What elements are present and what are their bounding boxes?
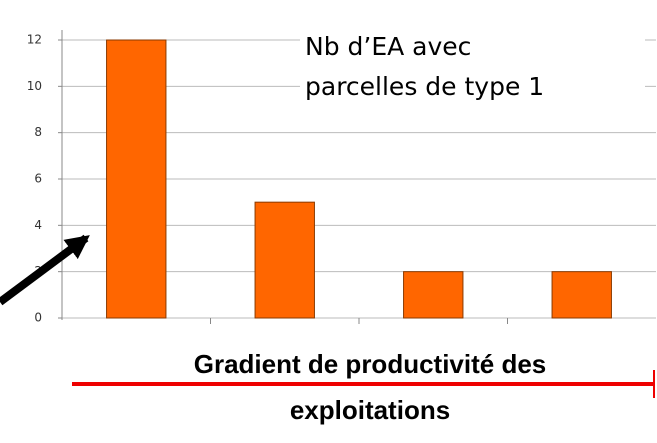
y-tick-label: 10 <box>27 79 42 93</box>
y-tick-label: 8 <box>34 125 42 139</box>
y-tick-label: 0 <box>34 311 42 325</box>
x-axis-label: Gradient de productivité des <box>194 349 547 379</box>
y-tick-label: 6 <box>34 172 42 186</box>
annotation: parcelles de type 1 <box>305 72 544 101</box>
pointer-arrow <box>0 234 90 306</box>
y-tick-label: 4 <box>34 218 42 232</box>
y-tick-label: 12 <box>27 33 42 47</box>
bar <box>551 271 612 319</box>
bar <box>254 201 315 319</box>
bar <box>106 39 167 319</box>
x-axis-label: exploitations <box>290 395 450 425</box>
annotation: Nb d’EA avec <box>305 32 471 61</box>
bar <box>403 271 464 319</box>
annotation-box <box>300 28 645 110</box>
